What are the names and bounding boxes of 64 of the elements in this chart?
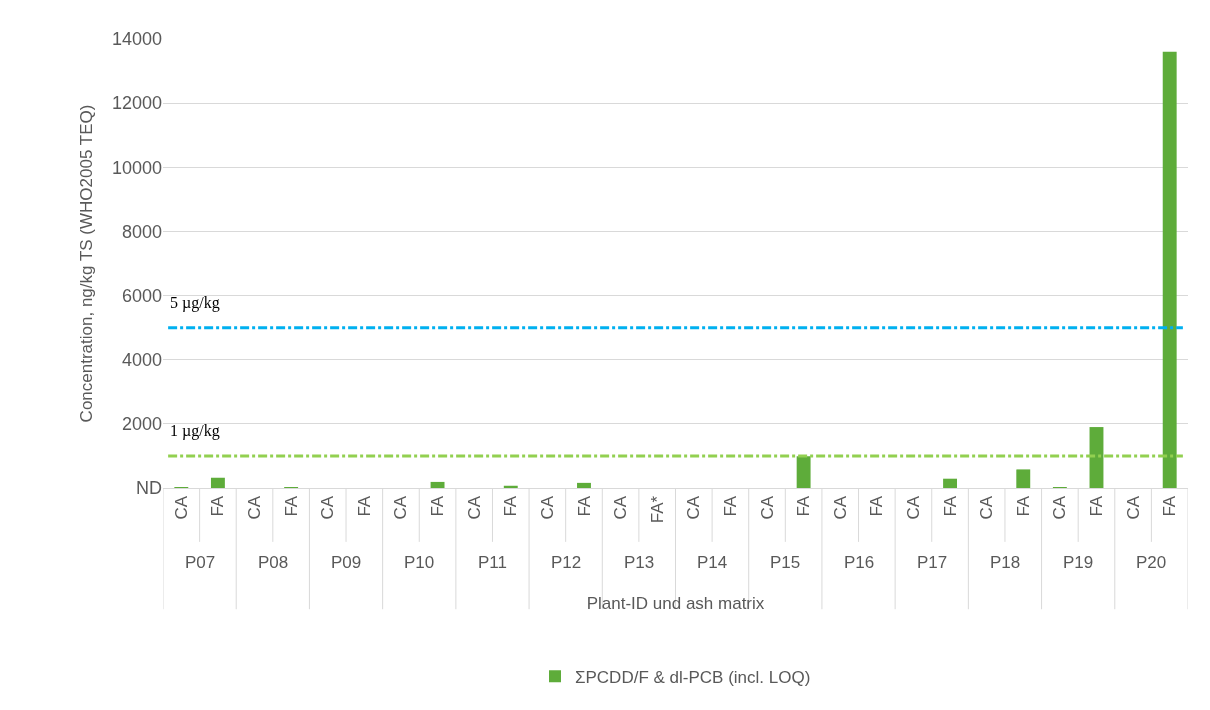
bar (210, 477, 225, 488)
x-tick-label: CA (171, 495, 191, 520)
y-axis-title: Concentration, ng/kg TS (WHO2005 TEQ) (77, 104, 97, 423)
text: P11 (478, 553, 507, 572)
bar (1162, 51, 1177, 488)
text: P17 (917, 553, 948, 572)
text: P20 (1136, 553, 1167, 572)
text: P19 (1063, 553, 1094, 572)
ref-line-label: 1 µg/kg (170, 422, 220, 440)
text: P14 (697, 553, 728, 572)
bar (1089, 427, 1104, 488)
x-tick-label: FA (574, 495, 594, 517)
x-tick-label: CA (977, 495, 997, 520)
x-tick-label: CA (757, 495, 777, 520)
x-tick-label: CA (830, 495, 850, 520)
x-tick-label: CA (611, 495, 631, 520)
x-tick-label: CA (245, 495, 265, 520)
x-tick-label: FA (354, 495, 374, 517)
y-tick-label: 4000 (121, 350, 162, 371)
text: P18 (990, 553, 1021, 572)
y-tick-label: 12000 (111, 93, 162, 114)
y-tick-label: 14000 (111, 29, 162, 50)
x-tick-label: CA (1123, 495, 1143, 520)
y-tick-label: ND (136, 478, 162, 499)
y-tick-label: 2000 (121, 414, 162, 435)
x-axis-title: Plant-ID und ash matrix (586, 593, 765, 613)
text: P15 (770, 553, 801, 572)
x-tick-label: CA (391, 495, 411, 520)
y-tick-label: 10000 (111, 157, 162, 178)
x-tick-label: CA (537, 495, 557, 520)
y-tick-label: 6000 (121, 285, 162, 306)
y-tick-label: 8000 (121, 221, 162, 242)
text: P10 (404, 553, 435, 572)
x-tick-label: FA (1160, 495, 1180, 517)
bar (1016, 469, 1031, 488)
x-tick-label: CA (318, 495, 338, 520)
x-tick-label: FA (720, 495, 740, 517)
x-tick-label: FA (501, 495, 521, 517)
x-tick-label: CA (903, 495, 923, 520)
legend-label: ΣPCDD/F & dl-PCB (incl. LOQ) (575, 667, 811, 687)
x-tick-label: CA (464, 495, 484, 520)
x-tick-label: FA (940, 495, 960, 517)
bar (943, 478, 958, 488)
text: P07 (185, 553, 216, 572)
bar (796, 456, 811, 488)
x-tick-label: CA (1050, 495, 1070, 520)
bar (503, 485, 518, 488)
x-tick-label: FA (281, 495, 301, 517)
x-tick-label: FA (794, 495, 814, 517)
ref-line-label: 5 µg/kg (170, 294, 220, 312)
text: P08 (258, 553, 289, 572)
text: P16 (844, 553, 875, 572)
text: P09 (331, 553, 362, 572)
text: P13 (624, 553, 655, 572)
text: P12 (551, 553, 582, 572)
x-tick-label: FA (1013, 495, 1033, 517)
x-tick-label: FA (1087, 495, 1107, 517)
x-tick-label: CA (684, 495, 704, 520)
x-tick-label: FA (208, 495, 228, 517)
bar (577, 482, 591, 488)
x-tick-label: FA* (647, 495, 667, 524)
x-tick-label: FA (428, 495, 448, 517)
x-tick-label: FA (867, 495, 887, 517)
bar (430, 481, 445, 488)
